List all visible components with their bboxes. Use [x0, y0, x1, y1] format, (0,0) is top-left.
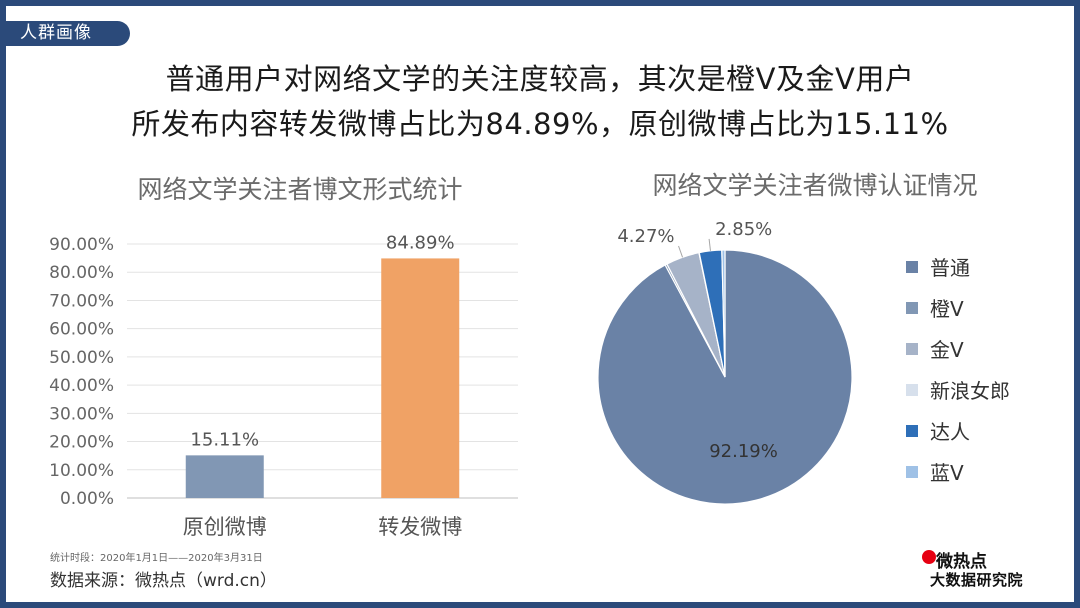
- bar-2: [381, 258, 460, 498]
- bar-value-label: 15.11%: [190, 429, 259, 450]
- legend-swatch: [906, 301, 918, 314]
- y-tick-label: 90.00%: [49, 235, 114, 255]
- legend-swatch: [906, 465, 918, 478]
- logo-text-bottom: 大数据研究院: [930, 571, 1024, 589]
- legend-swatch: [906, 424, 918, 437]
- bar-1: [185, 455, 264, 498]
- pie-value-label: 92.19%: [709, 441, 778, 462]
- pie-legend: 普通橙V 金V 新浪女郎达人蓝V: [906, 246, 1010, 492]
- y-tick-label: 20.00%: [49, 433, 114, 453]
- legend-item: 金V: [906, 328, 1010, 369]
- brand-logo: 微热点 大数据研究院: [922, 547, 1052, 591]
- bar-value-label: 84.89%: [386, 232, 455, 253]
- section-tag: 人群画像: [6, 21, 130, 46]
- y-tick-label: 30.00%: [49, 404, 114, 424]
- legend-item: 橙V: [906, 287, 1010, 328]
- pie-leader-line: [678, 245, 684, 258]
- legend-label: 新浪女郎: [930, 379, 1010, 403]
- pie-value-label: 4.27%: [617, 226, 674, 247]
- legend-item: 新浪女郎: [906, 369, 1010, 410]
- y-tick-label: 50.00%: [49, 348, 114, 368]
- period-note: 统计时段：2020年1月1日——2020年3月31日: [50, 553, 263, 564]
- y-tick-label: 10.00%: [49, 461, 114, 481]
- legend-item: 蓝V: [906, 451, 1010, 492]
- y-tick-label: 0.00%: [60, 489, 114, 509]
- legend-label: 蓝V: [930, 461, 964, 485]
- y-tick-label: 80.00%: [49, 263, 114, 283]
- bar-chart-title: 网络文学关注者博文形式统计: [137, 175, 463, 204]
- y-tick-label: 70.00%: [49, 291, 114, 311]
- legend-item: 普通: [906, 246, 1010, 287]
- x-category-label: 转发微博: [378, 515, 462, 539]
- logo-text-top: 微热点: [936, 552, 987, 572]
- source-note: 数据来源：微热点（wrd.cn）: [50, 571, 277, 591]
- legend-swatch: [906, 383, 918, 396]
- pie-value-label: 2.85%: [715, 219, 772, 240]
- headline-line-2: 所发布内容转发微博占比为84.89%，原创微博占比为15.11%: [131, 107, 949, 141]
- y-tick-label: 60.00%: [49, 320, 114, 340]
- y-tick-label: 40.00%: [49, 376, 114, 396]
- pie-leader-line: [708, 238, 711, 251]
- legend-swatch: [906, 260, 918, 273]
- legend-label: 达人: [930, 420, 970, 444]
- legend-label: 普通: [930, 256, 970, 280]
- legend-item: 达人: [906, 410, 1010, 451]
- pie-chart-title: 网络文学关注者微博认证情况: [652, 171, 978, 200]
- legend-label: 橙V: [930, 297, 964, 321]
- headline-line-1: 普通用户对网络文学的关注度较高，其次是橙V及金V用户: [165, 62, 915, 96]
- weibo-eye-icon: [922, 550, 936, 564]
- x-category-label: 原创微博: [183, 515, 267, 539]
- legend-label: 金V: [930, 338, 964, 362]
- legend-swatch: [906, 342, 918, 355]
- slide-frame: [6, 6, 1074, 602]
- pie-slice-6: [721, 249, 726, 378]
